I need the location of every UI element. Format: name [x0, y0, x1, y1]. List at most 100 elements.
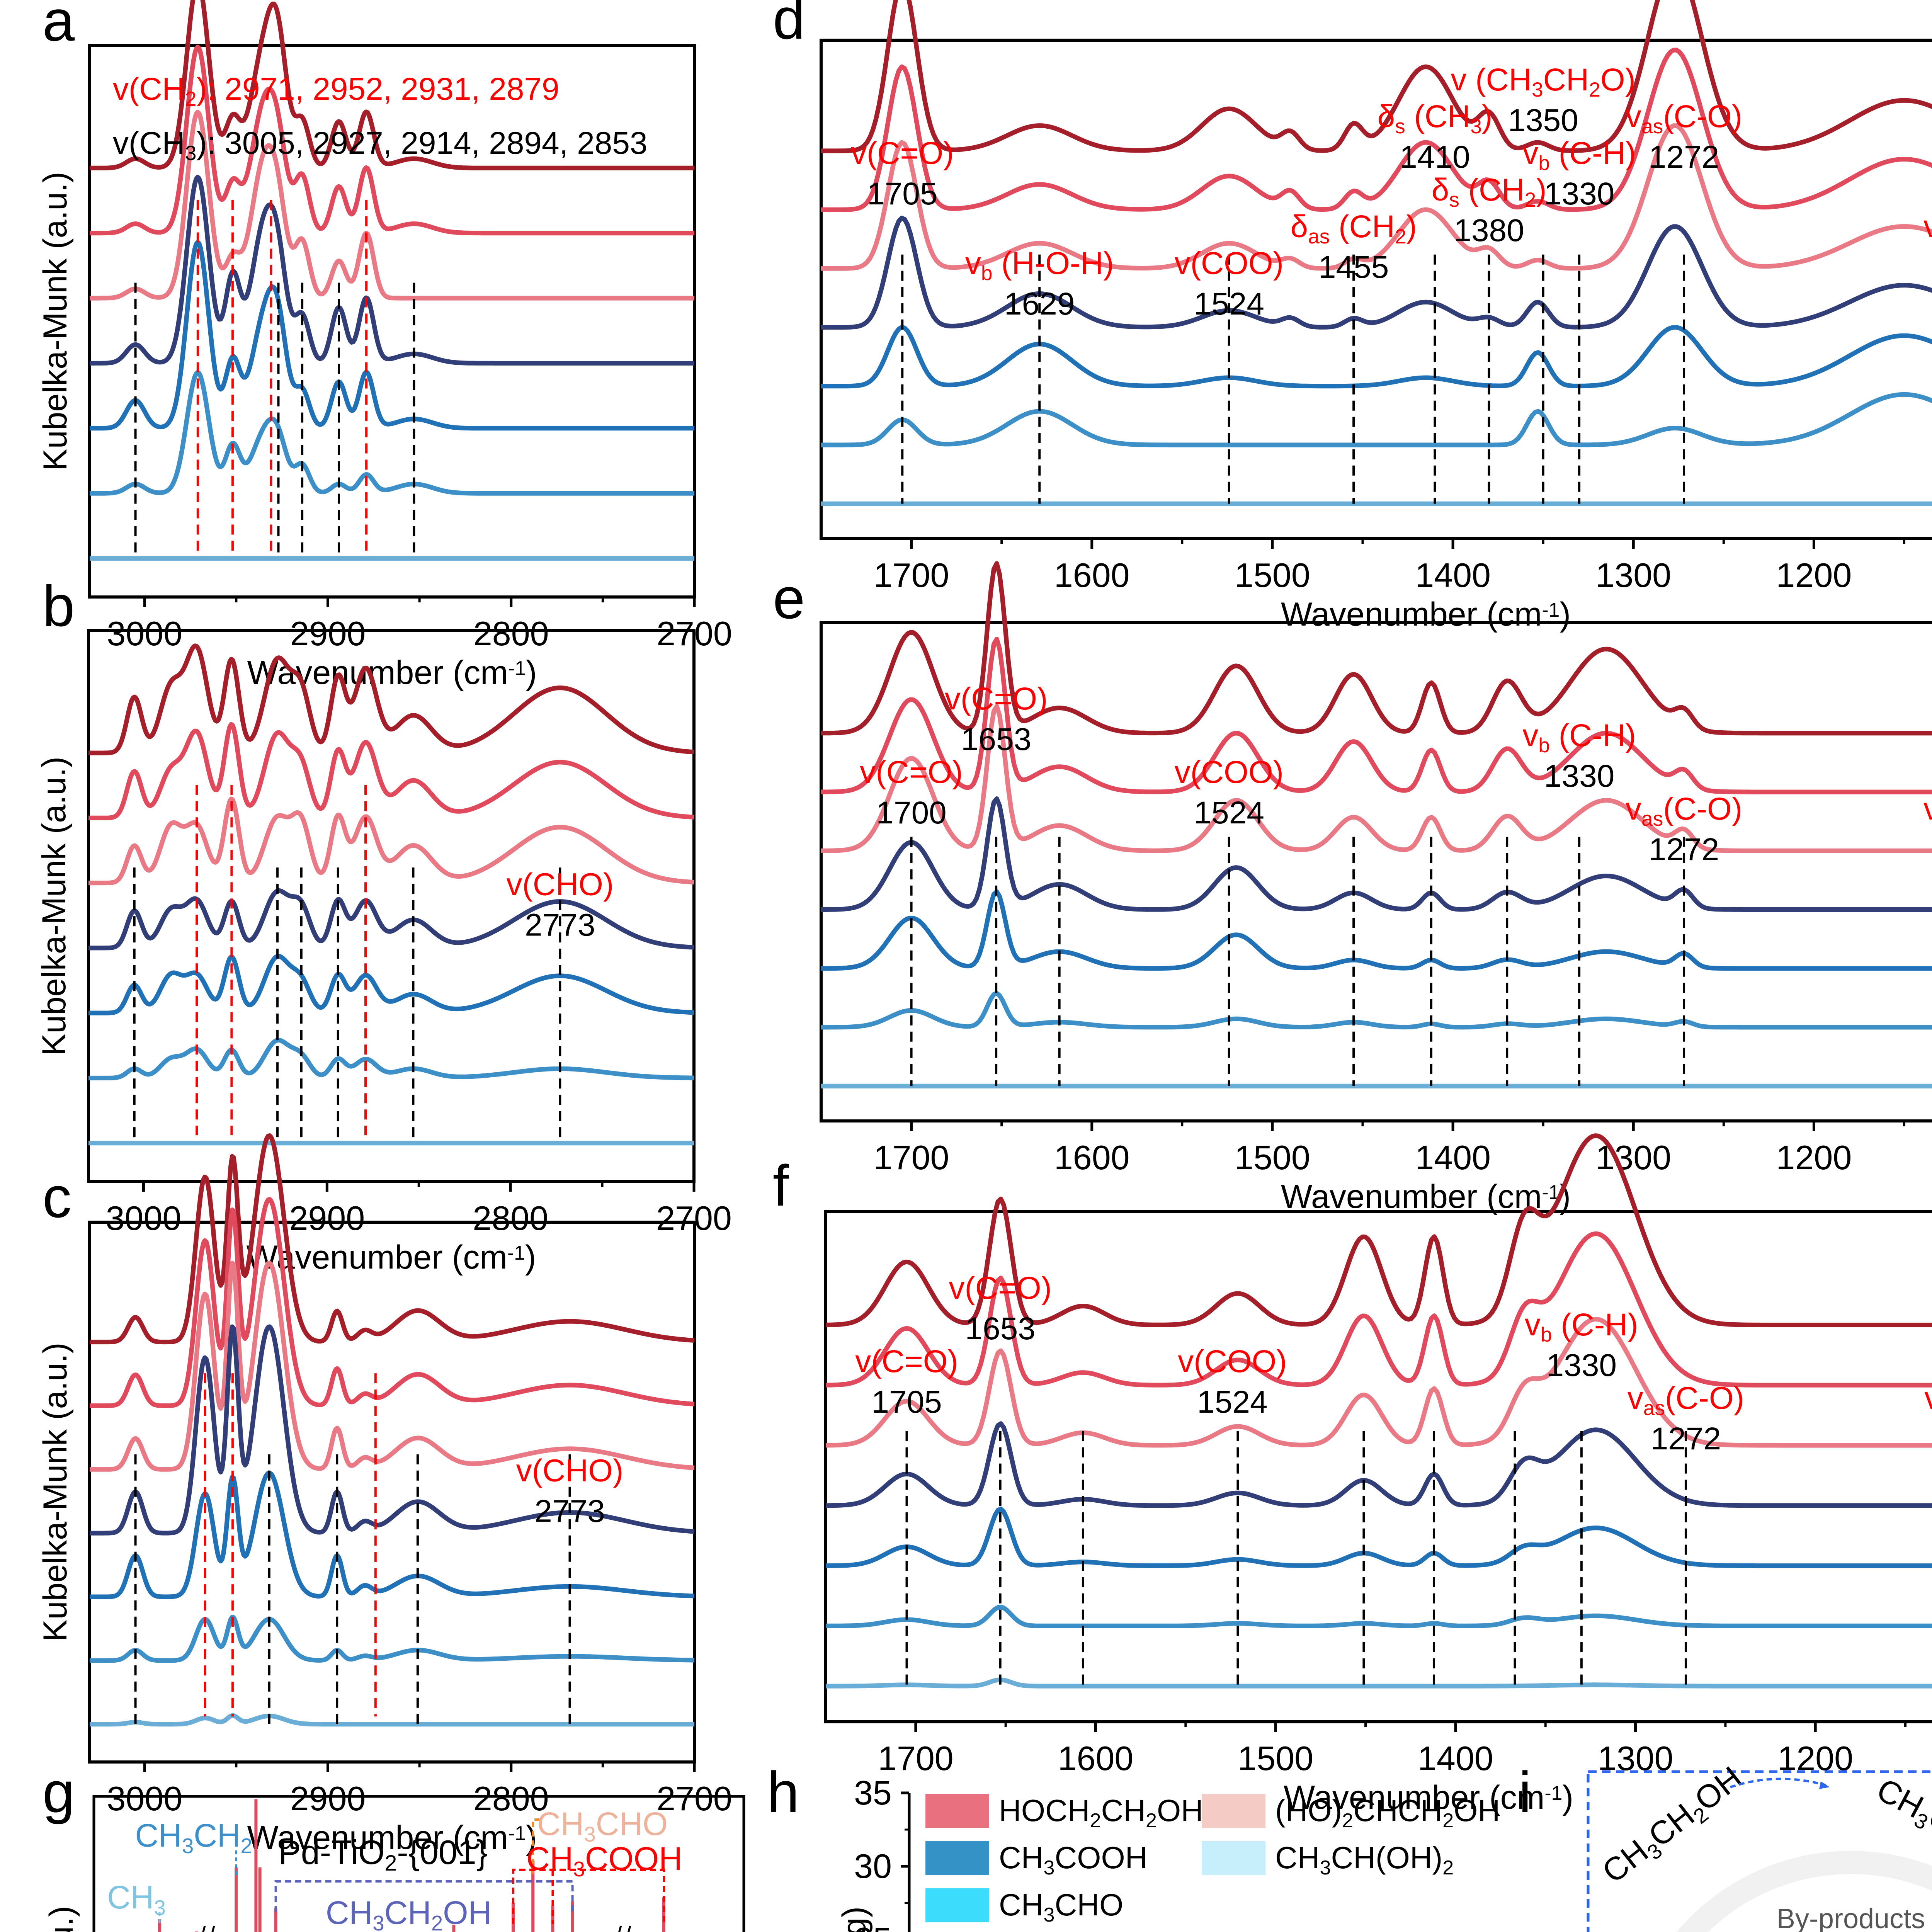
spectrum-line-10min	[821, 48, 1932, 212]
text-run: -1	[1542, 599, 1560, 621]
annotation-value: 1705	[871, 1384, 942, 1420]
text-run: Wavenumber (cm	[1281, 596, 1542, 633]
text-run: v(C=O)	[855, 1344, 958, 1379]
ms-peak	[158, 1919, 161, 1932]
spectrum-line-4min	[821, 889, 1932, 971]
text-run: v	[965, 246, 981, 281]
spectrum-line-8min	[88, 110, 696, 301]
text-run: s	[1395, 115, 1405, 138]
text-run: v	[1522, 718, 1538, 753]
text-run: 3	[584, 1823, 595, 1846]
x-tick-label: 1500	[1235, 556, 1310, 594]
annotation-value: 1330	[1544, 759, 1614, 794]
spectrum-line-10min	[87, 722, 695, 820]
plot-frame	[820, 39, 1932, 540]
annotation-label: v(C=O)	[945, 681, 1048, 716]
text-run: δ	[1377, 99, 1395, 134]
spectrum-line-12min	[821, 561, 1932, 736]
text-run: Wavenumber (cm	[247, 1819, 508, 1856]
panel-letter: c	[43, 1165, 71, 1230]
ms-peak	[571, 1901, 574, 1932]
text-run: v(CH	[113, 71, 185, 107]
text-run: ): 2971, 2952, 2931, 2879	[196, 71, 559, 107]
panel-letter: b	[43, 573, 75, 638]
annotation-value: 1700	[876, 795, 946, 830]
annotation-label: v(COO)	[1175, 755, 1284, 790]
text-run: v(C-O)	[1923, 791, 1932, 827]
text-run: v(CH	[113, 126, 185, 161]
x-tick-label: 1500	[1238, 1739, 1313, 1777]
spectrum-line-6min	[821, 216, 1932, 330]
annotation-value: 1653	[965, 1311, 1035, 1346]
annotation-label: v(C-O)	[1923, 791, 1932, 827]
y-axis-title: Kubelka-Munk (a.u.)	[37, 1342, 74, 1641]
byproducts-box	[1587, 1770, 1932, 1932]
annotation-value: 1272	[1651, 1421, 1721, 1456]
text-run: CH	[537, 1806, 584, 1842]
spectrum-line-2min	[821, 991, 1932, 1030]
text-run: v	[1522, 136, 1538, 171]
x-tick-label: 2700	[656, 1779, 732, 1818]
spectrum-line-8min	[87, 796, 695, 886]
text-run: -{001}	[397, 1833, 488, 1871]
annotation-label: v(CHO)	[506, 867, 614, 902]
x-axis-title: Wavenumber (cm-1)	[247, 1819, 537, 1856]
text-run: -1	[508, 1822, 526, 1844]
text-run: 2	[1524, 189, 1536, 211]
text-run: (C-O)	[1665, 1381, 1744, 1416]
text-run: HOCH	[999, 1793, 1090, 1828]
annotation-line: v(CH2): 2971, 2952, 2931, 2879	[113, 71, 560, 111]
intermediate-ethanol: CH3CH2OH	[1595, 1759, 1751, 1893]
text-run: CHCH	[1353, 1793, 1442, 1828]
text-run: δ	[1432, 172, 1449, 207]
fragment-label: CH3CH2	[135, 1817, 252, 1858]
text-run: )	[1536, 172, 1546, 207]
text-run: (CH	[1330, 209, 1395, 244]
spectrum-line-4min	[88, 240, 696, 431]
x-tick-label: 2900	[290, 614, 366, 653]
text-run: CH	[1543, 62, 1589, 97]
annotation-value: 1629	[1004, 286, 1075, 321]
text-run: CH	[107, 1879, 154, 1915]
text-run: v(C=O)	[949, 1270, 1052, 1306]
ms-peak	[551, 1905, 554, 1932]
text-run: O)	[1600, 62, 1636, 97]
annotation-label: v(COO)	[1175, 246, 1284, 281]
x-tick-label: 2900	[290, 1779, 366, 1818]
spectrum-line-2min	[826, 1604, 1932, 1628]
text-run: 3	[1470, 115, 1482, 138]
text-run: )	[525, 1239, 536, 1276]
axis-break-mark	[202, 1925, 206, 1932]
text-run: 3	[1044, 1857, 1055, 1879]
text-run: CH	[999, 1888, 1044, 1922]
x-tick-label: 1600	[1058, 1739, 1134, 1777]
text-run: (CH	[1405, 99, 1471, 134]
halo-ring	[1676, 1851, 1932, 1932]
axis-break-mark	[628, 1925, 631, 1932]
plot-frame	[88, 44, 696, 599]
annotation-value: 1524	[1194, 286, 1264, 321]
text-run: v(COO)	[1175, 246, 1284, 281]
text-run: CH	[1101, 1793, 1146, 1828]
panel-e: e1700160015001400130012001100Wavenumber …	[773, 561, 1932, 1215]
text-run: Wavenumber (cm	[1281, 1178, 1542, 1215]
spectrum-line-10min	[88, 1197, 696, 1408]
text-run: -1	[508, 657, 526, 679]
text-run: OH	[443, 1895, 492, 1931]
x-tick-label: 1200	[1776, 1138, 1852, 1177]
annotation-value: 1380	[1454, 213, 1524, 248]
spectrum-line-4min	[88, 1471, 696, 1599]
text-run: CH(OH)	[1331, 1840, 1442, 1875]
legend-label: (HO)2CHCH2OH	[1275, 1793, 1500, 1832]
spectrum-line-10min	[88, 44, 696, 236]
text-run: CH	[999, 1840, 1044, 1875]
text-run: OH	[1157, 1793, 1203, 1828]
text-run: 3	[1320, 1857, 1331, 1879]
y-tick-label: 35	[854, 1774, 892, 1812]
annotation-label: δs (CH2)	[1432, 172, 1547, 211]
text-run: )	[1562, 1779, 1573, 1816]
y-tick-label: 30	[854, 1847, 892, 1885]
text-run: 2	[384, 1851, 397, 1876]
annotation-value: 1272	[1649, 832, 1719, 867]
